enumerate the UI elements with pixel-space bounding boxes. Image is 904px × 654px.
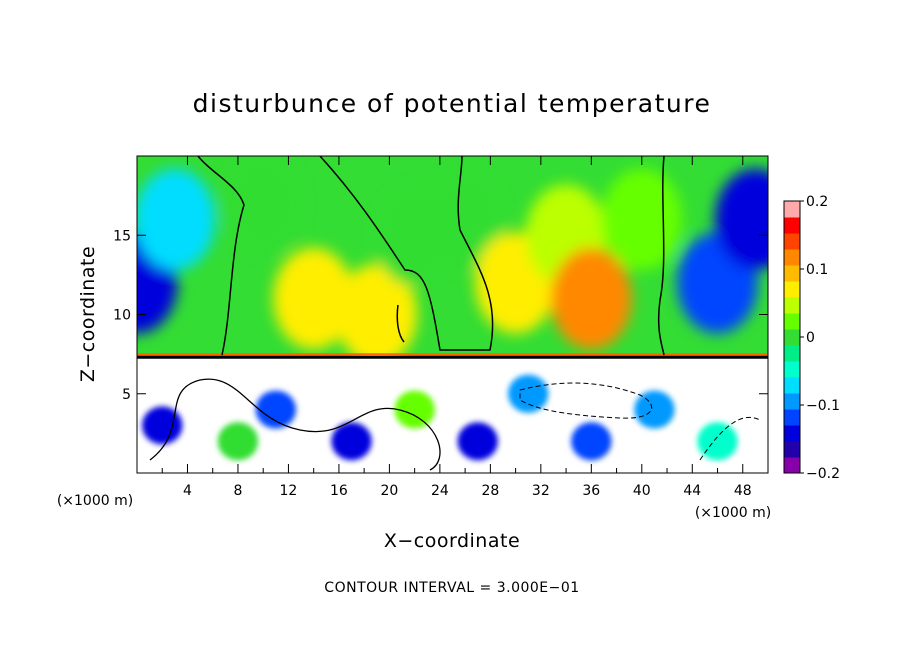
x-unit-right: (×1000 m) (695, 505, 771, 521)
field-region (571, 422, 612, 461)
x-unit-left: (×1000 m) (57, 493, 133, 509)
field-region (273, 247, 355, 350)
x-tick-label: 8 (233, 483, 242, 499)
colorbar-bin (784, 409, 800, 426)
field-region (331, 422, 372, 461)
colorbar-bin (784, 377, 800, 394)
contour-line (149, 378, 441, 471)
colorbar: 0.2 0.1 0 −0.1 −0.2 (783, 194, 840, 482)
field-region (550, 247, 632, 350)
y-tick-label: 15 (113, 228, 131, 244)
contour-line (396, 304, 405, 343)
x-tick-label: 12 (280, 483, 298, 499)
field-region (697, 422, 738, 461)
colorbar-bin (784, 249, 800, 266)
x-tick-label: 36 (582, 483, 600, 499)
colorbar-bin (784, 393, 800, 410)
field-region (336, 263, 418, 366)
chart-title: disturbunce of potential temperature (193, 89, 712, 118)
colorbar-bin (784, 201, 800, 218)
colorbar-tick-label: −0.1 (806, 398, 840, 414)
field-region (142, 406, 183, 445)
field-region (424, 168, 506, 271)
colorbar-bin (784, 457, 800, 474)
x-tick-label: 48 (734, 483, 752, 499)
colorbar-bin (784, 345, 800, 362)
field-region (255, 390, 297, 429)
colorbar-bin (784, 233, 800, 250)
x-tick-label: 16 (330, 483, 348, 499)
lower-field (142, 374, 738, 461)
contour-line (699, 416, 761, 461)
colorbar-bin (784, 425, 800, 442)
contour-interval-note: CONTOUR INTERVAL = 3.000E−01 (324, 580, 579, 596)
field-region (634, 390, 675, 429)
contour-line (319, 156, 494, 351)
field-region (508, 374, 549, 413)
x-tick-label: 28 (481, 483, 499, 499)
colorbar-bin (784, 441, 800, 458)
colorbar-bin (784, 297, 800, 314)
colorbar-bin (784, 265, 800, 282)
x-ticks: 4 8 12 16 20 24 28 32 36 40 44 48 (161, 156, 752, 499)
y-tick-label: 5 (122, 387, 131, 403)
field-region (217, 422, 259, 461)
contour-line (657, 156, 665, 356)
y-axis-label: Z−coordinate (77, 246, 99, 382)
y-ticks: 5 10 15 (113, 228, 768, 403)
x-tick-label: 32 (532, 483, 550, 499)
field-region (222, 156, 304, 255)
contour-line (197, 156, 245, 356)
colorbar-tick-label: 0.2 (806, 194, 828, 210)
field-region (457, 422, 498, 461)
field-region (715, 168, 768, 271)
x-tick-label: 40 (633, 483, 651, 499)
colorbar-bin (784, 329, 800, 346)
colorbar-tick-label: 0.1 (806, 262, 828, 278)
x-tick-label: 24 (431, 483, 449, 499)
upper-field (137, 156, 768, 366)
field-region (601, 168, 683, 271)
colorbar-bin (784, 361, 800, 378)
colorbar-bin (784, 281, 800, 298)
colorbar-bin (784, 217, 800, 234)
x-tick-label: 4 (183, 483, 192, 499)
colorbar-tick-label: −0.2 (806, 466, 840, 482)
x-axis-label: X−coordinate (384, 530, 520, 552)
contour-line (519, 382, 652, 419)
colorbar-tick-label: 0 (806, 330, 815, 346)
x-tick-label: 20 (380, 483, 398, 499)
x-tick-label: 44 (683, 483, 701, 499)
field-region (394, 390, 435, 429)
field-region (137, 168, 216, 271)
colorbar-bin (784, 313, 800, 330)
y-tick-label: 10 (113, 308, 131, 324)
